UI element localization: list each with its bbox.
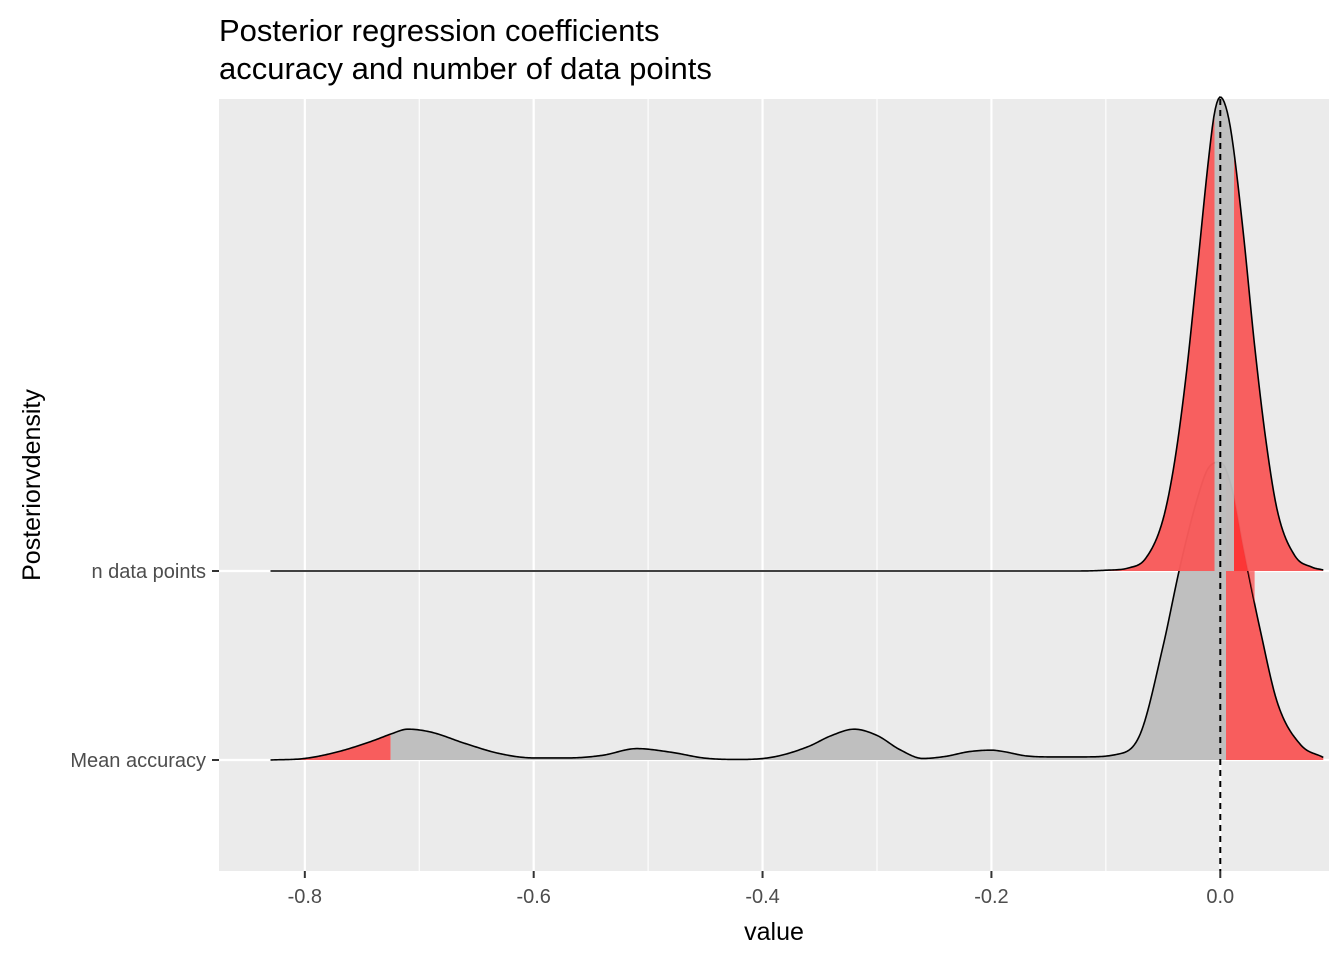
ridge-0-tail-right-area [1226,469,1324,760]
minor-gridlines [189,99,1336,871]
chart-title-line-2: accuracy and number of data points [219,51,712,86]
x-tick-label-2: -0.4 [745,886,779,908]
x-tick-label-3: -0.2 [974,886,1008,908]
y-tick-label-1: n data points [91,561,206,583]
ridge-1-outline [270,96,1324,572]
y-axis-title: Posteriorvdensity [18,389,46,581]
y-tick-label-0: Mean accuracy [70,750,206,772]
chart-title-line-1: Posterior regression coefficients [219,13,660,48]
ridge-0-outline [270,461,1324,761]
x-axis-title: value [744,918,804,946]
density-ridges [270,96,1324,761]
ridge-0 [270,461,1324,761]
ridge-1-tail-right-area [1234,152,1324,571]
x-tick-label-0: -0.8 [288,886,322,908]
x-axis: -0.8 -0.6 -0.4 -0.2 0.0 [288,871,1234,908]
ridge-overlap-tint [1234,497,1255,604]
ridge-0-tail-left-area [270,734,391,760]
x-tick-label-1: -0.6 [516,886,550,908]
y-axis: Mean accuracy n data points [70,561,219,772]
ridge-1-central-area [1214,97,1235,572]
x-tick-label-4: 0.0 [1206,886,1234,908]
